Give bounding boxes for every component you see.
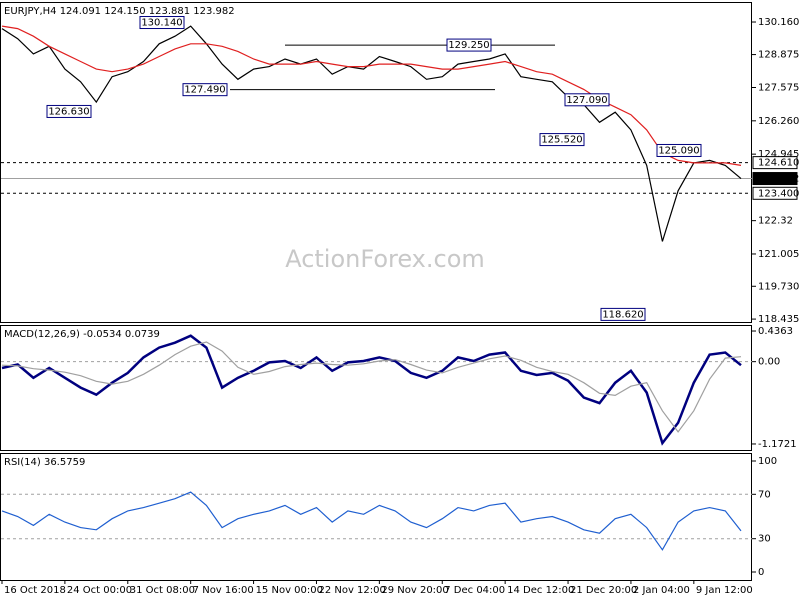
level-label: 124.610 bbox=[758, 158, 799, 169]
annotation-box bbox=[182, 83, 228, 97]
x-tick-label: 29 Nov 20:00 bbox=[381, 585, 448, 596]
y-tick-label: 119.730 bbox=[758, 281, 799, 292]
y-tick-label: 130.160 bbox=[758, 17, 799, 28]
x-tick-label: 7 Nov 16:00 bbox=[193, 585, 254, 596]
level-box bbox=[752, 186, 798, 200]
series-line bbox=[1, 341, 742, 433]
x-tick-label: 9 Jan 12:00 bbox=[696, 585, 753, 596]
y-tick-label: 0.00 bbox=[758, 357, 780, 368]
series-line bbox=[1, 25, 742, 242]
watermark: ActionForex.com bbox=[285, 245, 485, 273]
series-line bbox=[1, 491, 742, 551]
y-tick-label: 70 bbox=[758, 489, 771, 500]
x-tick-label: 15 Nov 00:00 bbox=[256, 585, 323, 596]
y-tick-label: 128.875 bbox=[758, 50, 799, 61]
rsi-panel bbox=[0, 453, 752, 581]
y-tick-label: 100 bbox=[758, 456, 777, 467]
y-tick-label: 122.32 bbox=[758, 216, 793, 227]
series-line bbox=[1, 25, 742, 166]
macd-panel bbox=[0, 325, 752, 451]
x-tick-label: 16 Oct 2018 bbox=[4, 585, 66, 596]
panel-title: MACD(12,26,9) -0.0534 0.0739 bbox=[4, 329, 160, 340]
y-tick-label: -1.1721 bbox=[758, 439, 797, 450]
annotation-box bbox=[446, 38, 492, 52]
x-tick-label: 7 Dec 04:00 bbox=[444, 585, 505, 596]
x-tick-label: 31 Oct 08:00 bbox=[130, 585, 195, 596]
x-tick-label: 24 Oct 00:00 bbox=[67, 585, 132, 596]
annotation-label: 130.140 bbox=[141, 18, 182, 29]
y-tick-label: 121.005 bbox=[758, 249, 799, 260]
level-box bbox=[752, 172, 798, 186]
y-tick-label: 0 bbox=[758, 567, 764, 578]
x-tick-label: 14 Dec 12:00 bbox=[507, 585, 574, 596]
series-line bbox=[1, 334, 742, 446]
y-tick-label: 118.435 bbox=[758, 314, 799, 325]
annotation-label: 129.250 bbox=[448, 40, 489, 51]
level-box bbox=[752, 156, 798, 170]
annotation-box bbox=[46, 104, 92, 118]
panel-title: EURJPY,H4 124.091 124.150 123.881 123.98… bbox=[4, 6, 235, 17]
y-tick-label: 127.575 bbox=[758, 83, 799, 94]
panel-title: RSI(14) 36.5759 bbox=[4, 457, 85, 468]
annotation-label: 127.090 bbox=[566, 95, 607, 106]
annotation-label: 125.520 bbox=[541, 135, 582, 146]
annotation-box bbox=[600, 307, 646, 321]
x-tick-label: 2 Jan 04:00 bbox=[633, 585, 690, 596]
level-label: 123.982 bbox=[758, 174, 799, 185]
annotation-box bbox=[139, 16, 185, 30]
y-tick-label: 124.945 bbox=[758, 149, 799, 160]
annotation-box bbox=[539, 133, 585, 147]
y-tick-label: 126.260 bbox=[758, 116, 799, 127]
annotation-box bbox=[564, 93, 610, 107]
annotation-label: 127.490 bbox=[184, 85, 225, 96]
x-tick-label: 21 Dec 20:00 bbox=[570, 585, 637, 596]
y-tick-label: 0.4363 bbox=[758, 326, 793, 337]
y-tick-label: 30 bbox=[758, 534, 771, 545]
level-label: 123.400 bbox=[758, 188, 799, 199]
x-tick-label: 22 Nov 12:00 bbox=[318, 585, 385, 596]
annotation-label: 125.090 bbox=[658, 145, 699, 156]
annotation-label: 118.620 bbox=[602, 309, 643, 320]
annotation-box bbox=[656, 143, 702, 157]
annotation-label: 126.630 bbox=[48, 106, 89, 117]
